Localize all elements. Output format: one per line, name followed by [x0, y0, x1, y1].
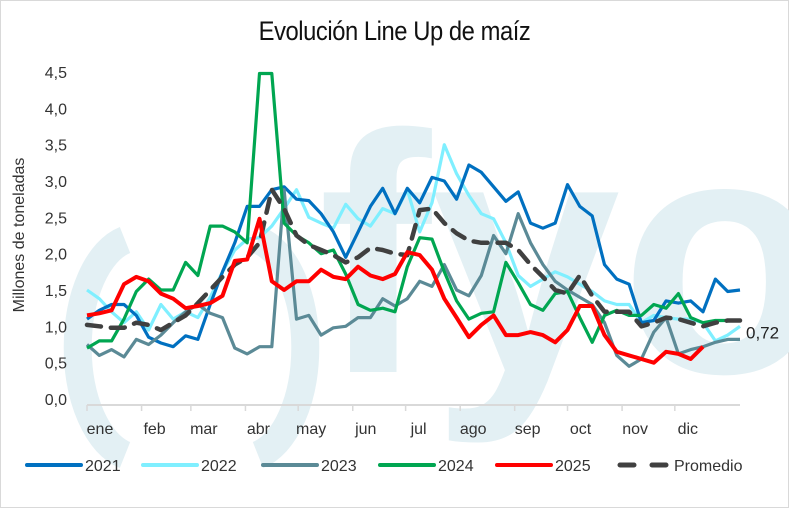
x-tick-label: jul: [410, 421, 427, 438]
x-tick-label: ago: [460, 421, 487, 438]
legend-item-2021: 2021: [25, 458, 121, 475]
legend-item-2022: 2022: [141, 458, 237, 475]
y-tick-label: 3,0: [45, 174, 67, 191]
legend-item-promedio: Promedio: [617, 458, 743, 475]
x-tick-label: nov: [622, 421, 648, 438]
series-line-2022: [86, 143, 741, 343]
legend-label: 2024: [438, 458, 474, 475]
legend-label: 2021: [85, 458, 121, 475]
y-tick-label: 2,5: [45, 210, 67, 227]
y-axis-label: Millones de toneladas: [11, 158, 28, 313]
fyo-watermark: fyo: [63, 65, 789, 468]
series-group: [84, 71, 743, 368]
y-tick-label: 0,5: [45, 356, 67, 373]
x-tick-label: jun: [354, 421, 376, 438]
y-tick-label: 1,0: [45, 319, 67, 336]
end-value-label: 0,72: [746, 324, 779, 343]
x-tick-label: oct: [570, 421, 592, 438]
y-tick-label: 4,0: [45, 101, 67, 118]
y-tick-label: 1,5: [45, 283, 67, 300]
legend-label: 2023: [321, 458, 357, 475]
x-tick-label: dic: [678, 421, 698, 438]
legend-item-2025: 2025: [495, 458, 591, 475]
chart-title: Evolución Line Up de maíz: [258, 16, 531, 46]
series-line-2025: [86, 216, 705, 365]
legend-label: 2025: [555, 458, 591, 475]
legend-item-2024: 2024: [378, 458, 474, 475]
y-tick-label: 0,0: [45, 392, 67, 409]
x-tick-label: ene: [87, 421, 114, 438]
y-tick-label: 2,0: [45, 247, 67, 264]
y-axis: 0,0 0,5 1,0 1,5 2,0 2,5 3,0 3,5 4,0 4,5: [45, 65, 67, 409]
x-tick-label: feb: [143, 421, 165, 438]
x-tick-label: abr: [247, 421, 271, 438]
x-tick-label: may: [296, 421, 326, 438]
legend-item-2023: 2023: [261, 458, 357, 475]
x-tick-label: sep: [515, 421, 541, 438]
y-tick-label: 4,5: [45, 65, 67, 82]
watermark-letters: fyo: [318, 65, 789, 446]
legend-label: Promedio: [674, 458, 743, 475]
y-tick-label: 3,5: [45, 138, 67, 155]
legend: 2021 2022 2023 2024 2025 Promedio: [25, 458, 743, 475]
series-line-2021: [86, 163, 741, 349]
x-tick-label: mar: [190, 421, 218, 438]
watermark-paren-left: [63, 227, 131, 468]
legend-label: 2022: [201, 458, 237, 475]
x-axis: ene feb mar abr may jun jul ago sep oct nov dic: [86, 404, 740, 438]
